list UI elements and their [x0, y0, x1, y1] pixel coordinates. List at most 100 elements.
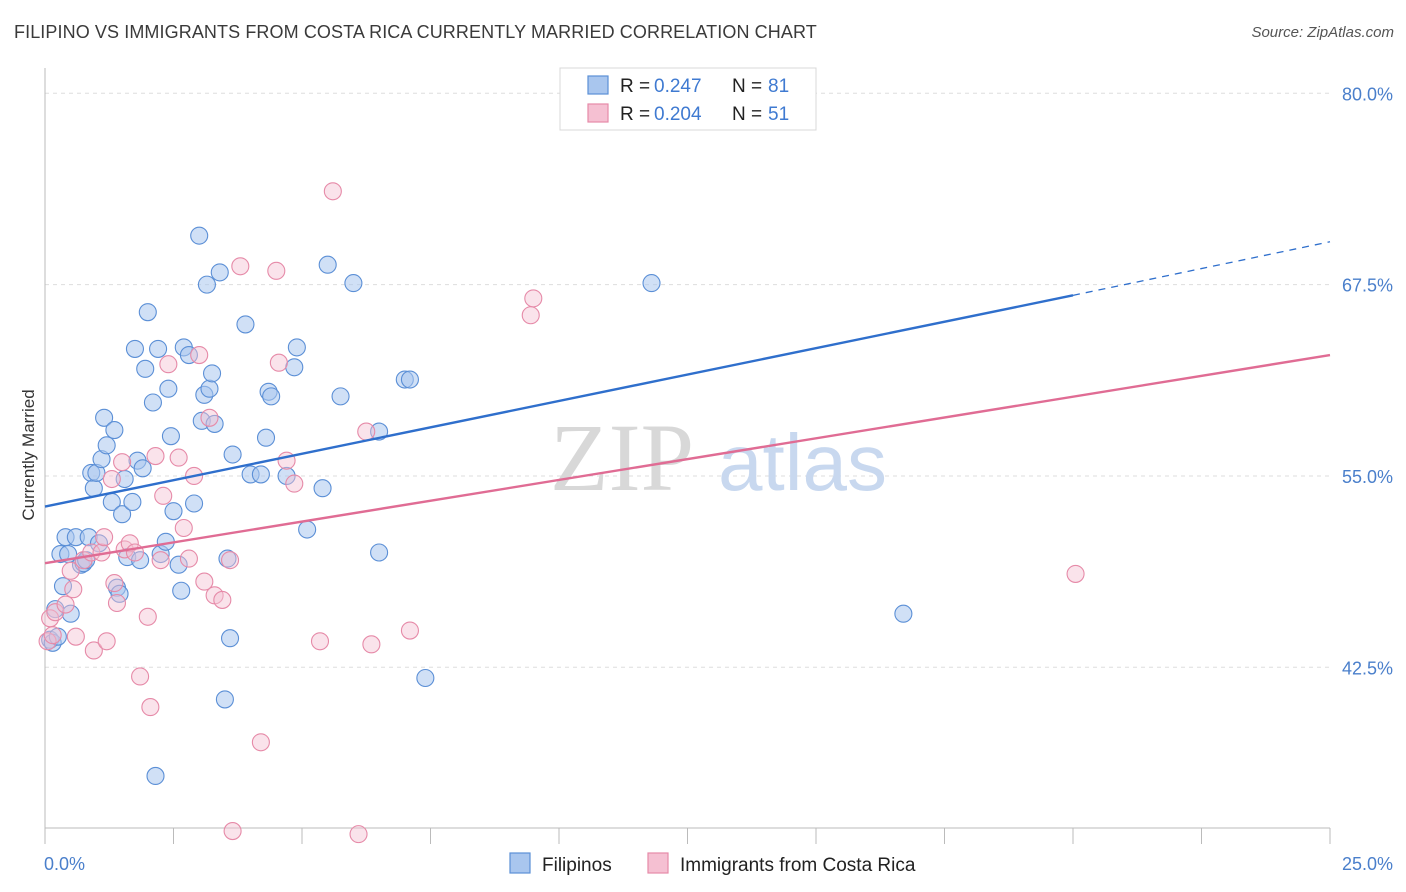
point-filipinos-8	[61, 604, 80, 623]
x-tick-label-1: 25.0%	[1342, 854, 1393, 874]
point-costa-rica-22	[138, 607, 157, 626]
point-filipinos-69	[313, 479, 332, 498]
point-costa-rica-2	[43, 626, 62, 645]
point-filipinos-25	[113, 505, 132, 524]
legend-swatch-pink	[587, 103, 609, 123]
point-costa-rica-29	[174, 518, 193, 538]
legend-r-label-2: R =	[620, 104, 650, 125]
point-filipinos-76	[400, 370, 419, 389]
top-legend: R = 0.247 N = 81 R = 0.204 N = 51	[559, 67, 817, 131]
point-costa-rica-44	[285, 474, 304, 493]
point-filipinos-57	[220, 629, 240, 648]
point-filipinos-50	[197, 275, 216, 294]
point-costa-rica-12	[95, 528, 114, 547]
point-costa-rica-40	[251, 733, 270, 752]
point-costa-rica-5	[61, 561, 80, 580]
point-filipinos-47	[190, 226, 209, 245]
point-costa-rica-38	[223, 822, 242, 841]
bottom-legend-swatch-filipinos	[509, 852, 531, 874]
point-filipinos-40	[161, 427, 180, 446]
point-costa-rica-28	[169, 448, 188, 467]
legend-n-label-1: N =	[732, 76, 762, 97]
watermark-atlas: atlas	[718, 418, 887, 507]
point-filipinos-61	[251, 465, 270, 484]
point-costa-rica-32	[190, 345, 209, 365]
point-filipinos-79	[642, 274, 661, 293]
legend-r-value-2: 0.204	[654, 104, 702, 125]
point-costa-rica-27	[159, 355, 178, 374]
legend-n-label-2: N =	[732, 104, 762, 125]
point-costa-rica-14	[102, 469, 121, 489]
point-filipinos-32	[133, 459, 152, 478]
watermark-zip: ZIP	[550, 404, 694, 511]
point-filipinos-41	[164, 502, 183, 521]
point-filipinos-71	[331, 387, 350, 406]
y-tick-label-0: 42.5%	[1342, 658, 1393, 678]
point-filipinos-55	[215, 690, 234, 709]
point-costa-rica-24	[146, 447, 165, 466]
bottom-legend: Filipinos Immigrants from Costa Rica	[509, 852, 916, 876]
point-filipinos-54	[210, 263, 229, 282]
point-costa-rica-4	[56, 595, 75, 614]
legend-r-value-1: 0.247	[654, 76, 702, 97]
point-costa-rica-46	[323, 182, 342, 201]
point-filipinos-5	[53, 577, 73, 596]
point-filipinos-28	[123, 492, 142, 512]
point-filipinos-77	[416, 668, 435, 688]
point-costa-rica-33	[195, 572, 214, 591]
point-costa-rica-26	[154, 486, 173, 505]
y-tick-label-2: 67.5%	[1342, 276, 1393, 296]
point-filipinos-62	[256, 428, 276, 447]
point-costa-rica-21	[131, 667, 150, 686]
point-filipinos-58	[223, 445, 242, 464]
point-costa-rica-13	[97, 632, 116, 651]
point-costa-rica-47	[349, 825, 368, 844]
point-costa-rica-16	[107, 593, 127, 613]
legend-swatch-blue	[587, 75, 609, 95]
chart-title: FILIPINO VS IMMIGRANTS FROM COSTA RICA C…	[14, 22, 817, 42]
x-tick-label-0: 0.0%	[44, 854, 85, 874]
point-costa-rica-37	[220, 551, 240, 570]
legend-n-value-2: 51	[768, 104, 789, 125]
point-filipinos-19	[95, 408, 114, 427]
point-filipinos-46	[185, 494, 204, 513]
point-costa-rica-19	[120, 534, 139, 553]
point-filipinos-33	[136, 359, 155, 378]
point-filipinos-80	[894, 604, 913, 623]
point-costa-rica-23	[141, 698, 160, 717]
point-filipinos-45	[179, 345, 198, 365]
point-costa-rica-51	[524, 289, 543, 308]
point-filipinos-42	[169, 555, 188, 574]
point-filipinos-74	[370, 422, 389, 441]
bottom-legend-costa-rica: Immigrants from Costa Rica	[680, 855, 916, 876]
bottom-legend-filipinos: Filipinos	[542, 855, 612, 876]
point-costa-rica-30	[179, 549, 198, 568]
point-filipinos-73	[370, 543, 389, 562]
point-filipinos-51	[200, 379, 219, 398]
point-costa-rica-15	[105, 574, 124, 593]
point-filipinos-36	[149, 339, 168, 358]
point-costa-rica-50	[400, 621, 419, 640]
point-costa-rica-49	[362, 635, 381, 654]
point-costa-rica-25	[151, 551, 170, 570]
point-filipinos-29	[125, 339, 144, 358]
grid-lines	[45, 92, 1330, 668]
point-filipinos-43	[172, 581, 191, 600]
point-costa-rica-45	[310, 632, 330, 651]
trend-line-filipinos	[44, 294, 1074, 508]
y-tick-label-1: 55.0%	[1342, 467, 1393, 487]
point-costa-rica-36	[213, 590, 232, 609]
point-filipinos-64	[262, 387, 281, 406]
point-costa-rica-10	[84, 641, 103, 660]
point-costa-rica-48	[357, 422, 376, 441]
point-filipinos-39	[159, 379, 178, 398]
trend-line-costa-rica	[44, 353, 1331, 565]
legend-n-value-1: 81	[768, 76, 789, 97]
point-costa-rica-42	[269, 353, 288, 372]
series-costa-rica-points	[38, 182, 1085, 844]
point-filipinos-70	[318, 255, 337, 274]
point-filipinos-20	[97, 436, 116, 455]
point-costa-rica-34	[200, 408, 219, 427]
y-tick-labels: 42.5% 55.0% 67.5% 80.0%	[1342, 84, 1393, 678]
